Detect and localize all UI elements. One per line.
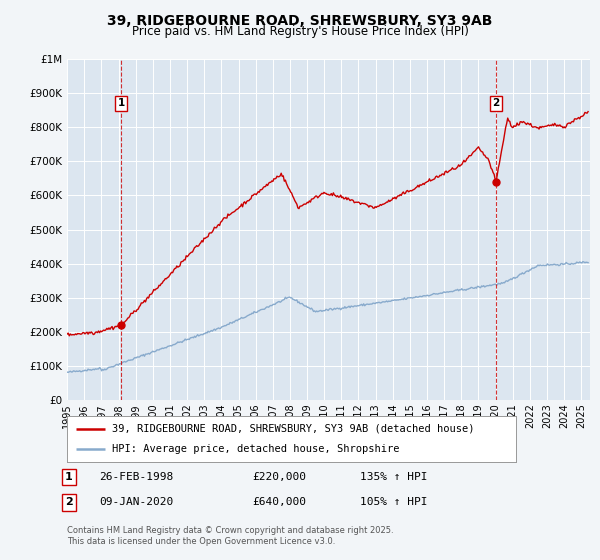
Text: 39, RIDGEBOURNE ROAD, SHREWSBURY, SY3 9AB: 39, RIDGEBOURNE ROAD, SHREWSBURY, SY3 9A… bbox=[107, 14, 493, 28]
Text: Contains HM Land Registry data © Crown copyright and database right 2025.
This d: Contains HM Land Registry data © Crown c… bbox=[67, 526, 394, 546]
Text: 2: 2 bbox=[493, 98, 500, 108]
Text: £640,000: £640,000 bbox=[252, 497, 306, 507]
Text: HPI: Average price, detached house, Shropshire: HPI: Average price, detached house, Shro… bbox=[112, 444, 400, 454]
Text: 135% ↑ HPI: 135% ↑ HPI bbox=[360, 472, 427, 482]
Text: 1: 1 bbox=[65, 472, 73, 482]
Text: 2: 2 bbox=[65, 497, 73, 507]
Text: 1: 1 bbox=[118, 98, 125, 108]
Text: 26-FEB-1998: 26-FEB-1998 bbox=[99, 472, 173, 482]
Text: 09-JAN-2020: 09-JAN-2020 bbox=[99, 497, 173, 507]
Text: Price paid vs. HM Land Registry's House Price Index (HPI): Price paid vs. HM Land Registry's House … bbox=[131, 25, 469, 38]
Text: 105% ↑ HPI: 105% ↑ HPI bbox=[360, 497, 427, 507]
Text: £220,000: £220,000 bbox=[252, 472, 306, 482]
Text: 39, RIDGEBOURNE ROAD, SHREWSBURY, SY3 9AB (detached house): 39, RIDGEBOURNE ROAD, SHREWSBURY, SY3 9A… bbox=[112, 424, 475, 434]
